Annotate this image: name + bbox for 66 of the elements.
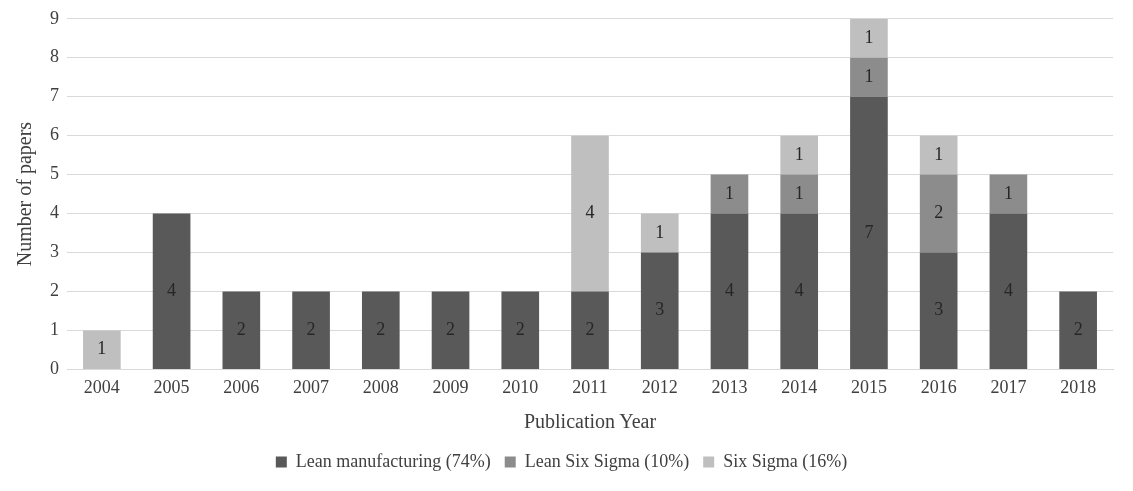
bar (571, 291, 609, 369)
data-label: 1 (864, 27, 874, 48)
x-tick-label: 2009 (432, 376, 469, 397)
data-label: 1 (794, 182, 804, 203)
bar (1059, 291, 1097, 369)
y-tick-label: 5 (50, 163, 59, 184)
y-tick-label: 6 (50, 124, 59, 145)
data-label: 1 (934, 143, 944, 164)
x-tick-label: 2016 (920, 376, 957, 397)
x-tick-label: 2008 (362, 376, 399, 397)
data-label: 1 (1003, 182, 1013, 203)
x-tick-label: 2018 (1060, 376, 1097, 397)
bar (501, 291, 540, 369)
bar (780, 213, 819, 369)
data-label: 1 (724, 182, 734, 203)
bar (431, 291, 470, 369)
bar (292, 291, 330, 369)
bar (780, 174, 819, 214)
y-tick-label: 2 (50, 280, 59, 301)
y-axis-title: Number of papers (13, 121, 37, 267)
bar (850, 18, 888, 58)
x-tick-label: 2005 (153, 376, 190, 397)
x-tick-label: 2006 (223, 376, 260, 397)
bar (640, 213, 679, 253)
bar (919, 135, 958, 175)
bar (989, 213, 1028, 369)
y-tick-label: 0 (50, 358, 59, 379)
bar (83, 330, 121, 369)
bar (919, 174, 958, 253)
x-tick-label: 2010 (502, 376, 539, 397)
bar (919, 252, 958, 369)
x-tick-label: 2017 (990, 376, 1027, 397)
legend-label: Six Sigma (16%) (723, 450, 848, 472)
x-tick-label: 2014 (781, 376, 818, 397)
x-tick-label: 2004 (83, 376, 120, 397)
bar (850, 96, 888, 369)
legend-label: Lean Six Sigma (10%) (524, 450, 690, 472)
bar (222, 291, 261, 369)
x-axis-title: Publication Year (523, 410, 657, 433)
x-tick-label: 2012 (641, 376, 678, 397)
x-tick-label: 2015 (850, 376, 887, 397)
bar (989, 174, 1028, 214)
data-label: 4 (585, 202, 595, 223)
x-tick-label: 2013 (711, 376, 748, 397)
data-label: 2 (934, 202, 944, 223)
bar (640, 252, 679, 369)
y-tick-label: 4 (50, 202, 59, 223)
data-label: 1 (864, 65, 874, 86)
y-tick-label: 7 (50, 85, 59, 106)
bar (571, 135, 609, 292)
bar (710, 174, 749, 214)
bar (780, 135, 819, 175)
y-tick-label: 1 (50, 319, 59, 340)
data-label: 1 (794, 143, 804, 164)
x-tick-label: 2011 (572, 376, 608, 397)
data-label: 1 (655, 221, 665, 242)
bar (152, 213, 191, 369)
y-tick-label: 3 (50, 241, 59, 262)
data-label: 1 (97, 338, 107, 359)
bar (361, 291, 400, 369)
y-tick-label: 8 (50, 46, 59, 67)
bar (710, 213, 749, 369)
y-tick-label: 9 (50, 7, 59, 28)
legend-label: Lean manufacturing (74%) (295, 450, 491, 472)
x-tick-label: 2007 (293, 376, 330, 397)
bar (850, 57, 888, 97)
